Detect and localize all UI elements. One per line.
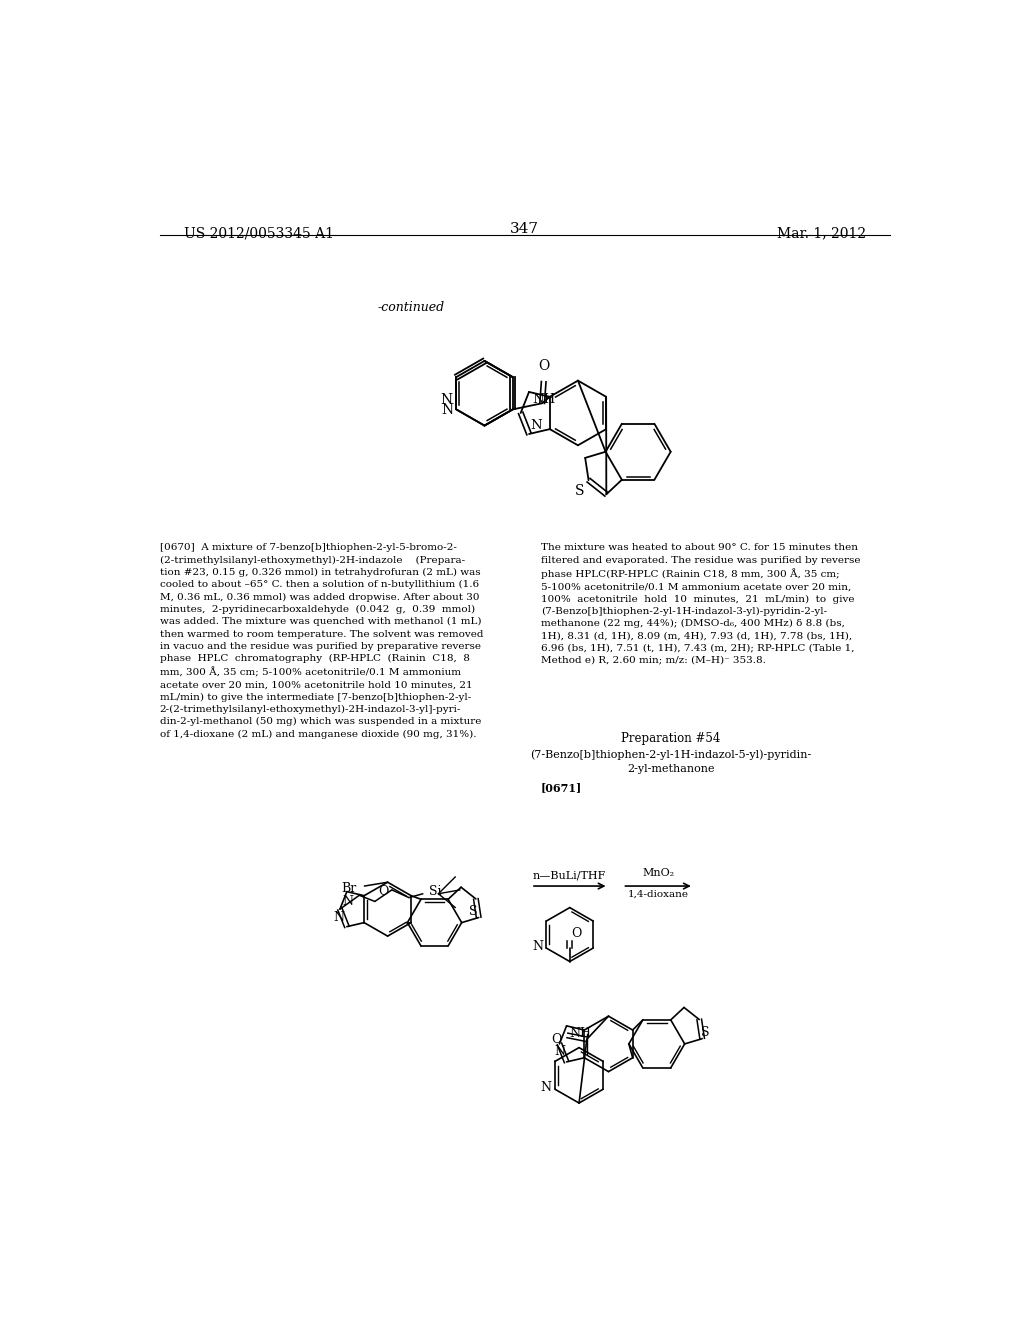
Text: (7-Benzo[b]thiophen-2-yl-1H-indazol-5-yl)-pyridin-: (7-Benzo[b]thiophen-2-yl-1H-indazol-5-yl…: [529, 750, 811, 760]
Text: [0670]  A mixture of 7-benzo[b]thiophen-2-yl-5-bromo-2-
(2-trimethylsilanyl-etho: [0670] A mixture of 7-benzo[b]thiophen-2…: [160, 544, 483, 739]
Text: O: O: [379, 884, 389, 898]
Text: NH: NH: [532, 393, 555, 407]
Text: NH: NH: [569, 1027, 592, 1040]
Text: O: O: [551, 1032, 561, 1045]
Text: N: N: [532, 940, 543, 953]
Text: US 2012/0053345 A1: US 2012/0053345 A1: [183, 226, 334, 240]
Text: The mixture was heated to about 90° C. for 15 minutes then
filtered and evaporat: The mixture was heated to about 90° C. f…: [541, 544, 860, 665]
Text: N: N: [554, 1045, 565, 1059]
Text: 347: 347: [510, 222, 540, 236]
Text: n—BuLi/THF: n—BuLi/THF: [534, 871, 606, 880]
Text: -continued: -continued: [378, 301, 444, 314]
Text: N: N: [334, 911, 344, 924]
Text: S: S: [469, 906, 478, 919]
Text: Mar. 1, 2012: Mar. 1, 2012: [776, 226, 866, 240]
Text: N: N: [530, 418, 542, 432]
Text: N: N: [541, 1081, 552, 1094]
Text: MnO₂: MnO₂: [642, 869, 674, 878]
Text: N: N: [342, 895, 353, 908]
Text: O: O: [571, 927, 582, 940]
Text: S: S: [575, 484, 585, 498]
Text: Br: Br: [341, 882, 356, 895]
Text: Preparation #54: Preparation #54: [621, 733, 720, 744]
Text: [0671]: [0671]: [541, 781, 583, 793]
Text: 2-yl-methanone: 2-yl-methanone: [627, 763, 715, 774]
Text: O: O: [538, 359, 549, 374]
Text: N: N: [440, 393, 453, 407]
Text: N: N: [441, 403, 454, 417]
Text: S: S: [700, 1026, 710, 1039]
Text: Si: Si: [429, 884, 441, 898]
Text: 1,4-dioxane: 1,4-dioxane: [628, 890, 688, 899]
